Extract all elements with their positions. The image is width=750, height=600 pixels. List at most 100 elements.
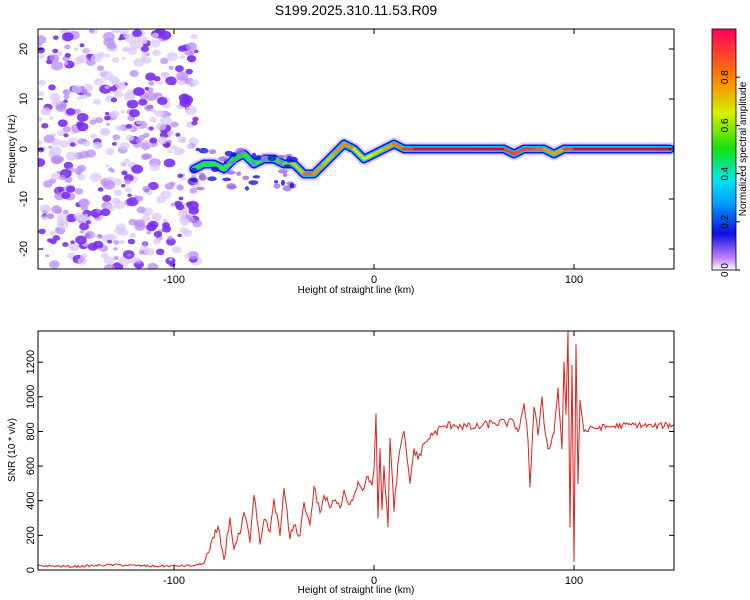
noise-speckle <box>177 233 182 238</box>
noise-speckle <box>185 105 197 115</box>
snr-point <box>363 488 365 490</box>
snr-point <box>453 423 455 426</box>
y-tick-label: 600 <box>25 457 37 475</box>
snr-point <box>571 365 573 367</box>
noise-speckle <box>49 116 54 120</box>
track-blob <box>255 155 262 161</box>
noise-speckle <box>176 71 189 81</box>
noise-speckle <box>118 256 130 266</box>
noise-speckle <box>85 220 91 225</box>
noise-speckle <box>65 151 78 161</box>
colorbar-tick-label: 0.2 <box>720 214 731 228</box>
noise-speckle <box>120 161 126 166</box>
noise-speckle <box>185 201 193 207</box>
noise-speckle <box>100 70 113 81</box>
noise-speckle <box>63 133 69 138</box>
snr-point <box>527 439 529 441</box>
snr-point <box>319 512 321 514</box>
noise-speckle <box>56 219 69 229</box>
noise-speckle <box>104 115 111 121</box>
noise-speckle <box>65 185 76 193</box>
snr-point <box>541 396 543 398</box>
snr-point <box>357 481 359 483</box>
noise-speckle <box>100 208 111 217</box>
noise-speckle <box>99 84 112 94</box>
noise-speckle <box>176 185 184 191</box>
noise-speckle <box>149 39 161 48</box>
snr-point <box>633 423 635 426</box>
noise-speckle <box>76 171 81 176</box>
x-tick-label: 100 <box>565 575 583 587</box>
noise-speckle <box>75 235 87 245</box>
noise-speckle <box>77 96 82 100</box>
noise-speckle <box>78 198 90 208</box>
noise-speckle <box>77 257 87 265</box>
noise-speckle <box>168 65 174 70</box>
chart-title: S199.2025.310.11.53.R09 <box>274 2 438 18</box>
snr-point <box>217 526 219 528</box>
track-segment <box>392 142 406 151</box>
noise-speckle <box>82 83 94 92</box>
noise-speckle <box>62 209 69 215</box>
noise-speckle <box>38 79 47 86</box>
noise-speckle <box>110 86 117 92</box>
noise-speckle <box>177 136 187 144</box>
snr-point <box>379 448 381 450</box>
noise-speckle <box>184 254 190 259</box>
noise-speckle <box>48 149 55 155</box>
noise-speckle <box>142 185 151 193</box>
x-tick-label: 0 <box>371 274 377 286</box>
x-tick-label: -100 <box>163 274 185 286</box>
noise-speckle <box>129 70 139 77</box>
noise-speckle <box>139 140 152 150</box>
spectrogram-x-label: Height of straight line (km) <box>298 285 415 296</box>
noise-speckle <box>55 103 67 113</box>
snr-point <box>529 486 531 488</box>
snr-point <box>423 443 425 445</box>
track-blob <box>224 150 233 157</box>
snr-point <box>279 534 281 537</box>
noise-speckle <box>49 92 61 102</box>
noise-speckle <box>148 126 154 131</box>
noise-speckle <box>186 143 194 150</box>
track-blob <box>280 179 286 186</box>
track-blob <box>207 176 217 181</box>
noise-speckle <box>81 47 91 55</box>
noise-speckle <box>105 233 117 243</box>
y-tick-label: 800 <box>25 422 37 440</box>
noise-speckle <box>113 247 118 251</box>
snr-point <box>263 519 265 521</box>
noise-speckle <box>73 47 79 51</box>
noise-speckle <box>109 110 120 118</box>
noise-speckle <box>64 44 71 50</box>
noise-speckle <box>119 239 125 244</box>
y-tick-label: 20 <box>18 43 30 55</box>
snr-x-label: Height of straight line (km) <box>298 585 415 596</box>
noise-speckle <box>192 219 203 228</box>
snr-point <box>299 534 301 537</box>
noise-speckle <box>165 76 177 86</box>
snr-point <box>223 559 225 561</box>
snr-point <box>209 548 211 550</box>
noise-speckle <box>45 254 50 258</box>
noise-speckle <box>190 79 199 87</box>
noise-speckle <box>52 48 59 54</box>
noise-speckle <box>38 54 45 59</box>
noise-speckle <box>185 214 190 219</box>
snr-point <box>259 543 261 545</box>
snr-point <box>397 462 399 464</box>
noise-speckle <box>114 227 125 235</box>
track-blob <box>196 186 205 191</box>
snr-y-label: SNR (10 * v/v) <box>7 418 18 482</box>
snr-point <box>153 565 155 567</box>
noise-speckle <box>141 52 148 57</box>
noise-speckle <box>157 81 163 86</box>
noise-speckle <box>165 257 176 265</box>
noise-speckle <box>110 29 121 34</box>
snr-point <box>553 432 555 434</box>
snr-point <box>537 434 539 436</box>
noise-speckle <box>103 31 115 42</box>
noise-speckle <box>76 113 89 122</box>
noise-speckle <box>97 187 104 192</box>
noise-speckle <box>48 84 56 91</box>
